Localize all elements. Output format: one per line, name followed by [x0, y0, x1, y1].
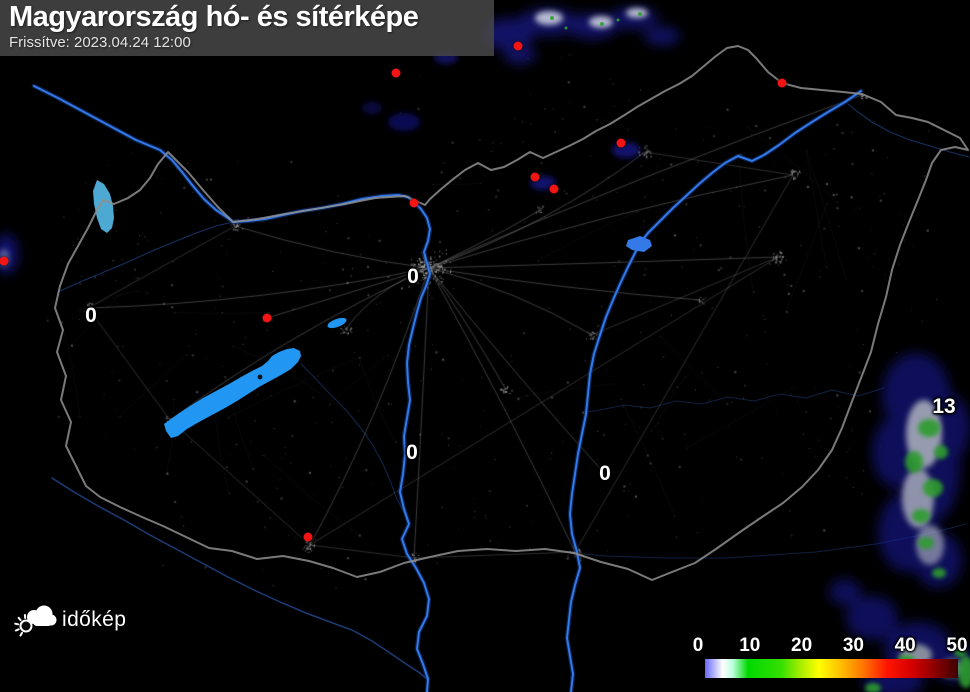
station-dot[interactable] [777, 78, 787, 88]
legend-gradient-bar [705, 659, 958, 678]
map-title: Magyarország hó- és sítérképe [9, 1, 419, 33]
tisza-river-halo [567, 91, 861, 692]
legend-tick: 40 [894, 635, 916, 656]
update-timestamp: Frissítve: 2023.04.24 12:00 [9, 34, 191, 51]
idokep-logo-text: időkép [62, 608, 127, 631]
legend-tick: 20 [791, 635, 813, 656]
idokep-logo[interactable]: időkép [13, 600, 126, 640]
station-dot[interactable] [409, 198, 419, 208]
title-bar: Magyarország hó- és sítérképe Frissítve:… [0, 0, 494, 56]
station-dot[interactable] [513, 41, 523, 51]
snow-cover-overlay [0, 7, 970, 692]
station-dot[interactable] [0, 256, 9, 266]
tihany-peninsula [257, 374, 263, 380]
legend-tick: 10 [739, 635, 761, 656]
station-dot[interactable] [549, 184, 559, 194]
legend-tick: 0 [692, 635, 704, 656]
bodrog-river [847, 103, 970, 158]
minor-rivers [51, 103, 970, 680]
raba-river [57, 221, 234, 293]
sio-canal [300, 363, 403, 510]
lake-velence [327, 317, 347, 329]
station-dot[interactable] [530, 172, 540, 182]
lake-balaton [164, 348, 301, 438]
station-dot[interactable] [262, 313, 272, 323]
station-dot[interactable] [391, 68, 401, 78]
drava-river [51, 477, 428, 680]
station-dot[interactable] [303, 532, 313, 542]
legend-tick: 30 [842, 635, 864, 656]
tisza-river [566, 90, 862, 692]
hungary-border [54, 45, 969, 581]
idokep-logo-icon [14, 605, 57, 637]
lake-ferto [93, 180, 114, 233]
lakes [93, 180, 652, 438]
koros-river [587, 387, 885, 413]
station-dot[interactable] [616, 138, 626, 148]
legend-tick: 50 [946, 635, 968, 656]
lake-tisza [626, 236, 652, 252]
